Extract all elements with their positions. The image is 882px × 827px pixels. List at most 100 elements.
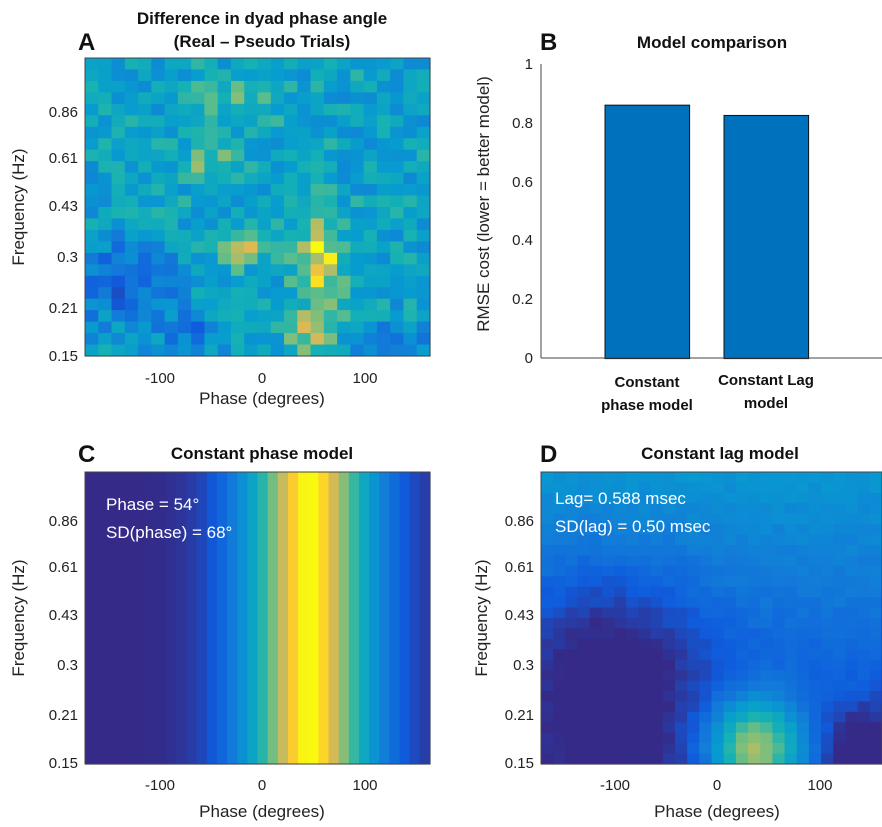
heatmap-cell xyxy=(589,649,603,661)
heatmap-cell xyxy=(310,69,325,82)
heatmap-cell xyxy=(869,628,882,640)
heatmap-cell xyxy=(217,218,232,231)
heatmap-cell xyxy=(796,524,810,536)
heatmap-cell xyxy=(270,252,285,265)
heatmap-cell xyxy=(390,69,405,82)
heatmap-cell xyxy=(151,92,166,105)
heatmap-cell xyxy=(626,670,640,682)
heatmap-cell xyxy=(204,333,219,346)
heatmap-cell xyxy=(98,275,113,288)
heatmap-cell xyxy=(323,310,338,323)
heatmap-cell xyxy=(553,701,566,713)
heatmap-cell xyxy=(177,241,192,254)
heatmap-cell xyxy=(204,275,219,288)
heatmap-cell xyxy=(284,310,298,323)
heatmap-cell xyxy=(650,607,664,619)
heatmap-cell xyxy=(217,126,232,139)
heatmap-cell xyxy=(760,607,773,619)
heatmap-cell xyxy=(565,711,579,723)
heatmap-cell xyxy=(784,680,798,692)
heatmap-cell xyxy=(337,218,351,231)
heatmap-cell xyxy=(284,115,298,128)
heatmap-cell xyxy=(553,607,566,619)
heatmap-cell xyxy=(674,482,688,494)
heatmap-cell xyxy=(337,252,351,265)
heatmap-cell xyxy=(403,80,418,93)
heatmap-cell xyxy=(796,472,810,484)
heatmap-cell xyxy=(310,58,325,71)
heatmap-cell xyxy=(614,586,627,598)
heatmap-cell xyxy=(577,680,591,692)
heatmap-cell xyxy=(124,287,139,300)
heatmap-cell xyxy=(699,545,713,557)
heatmap-cell xyxy=(772,670,786,682)
heatmap-cell xyxy=(310,218,325,231)
heatmap-cell xyxy=(287,472,299,765)
heatmap-cell xyxy=(230,138,245,151)
heatmap-cell xyxy=(270,80,285,93)
heatmap-cell xyxy=(390,252,405,265)
heatmap-cell xyxy=(284,207,298,220)
heatmap-cell xyxy=(869,732,882,744)
heatmap-cell xyxy=(760,753,773,765)
heatmap-cell xyxy=(735,586,749,598)
panel-letter-a: A xyxy=(78,29,95,56)
heatmap-cell xyxy=(257,207,272,220)
heatmap-cell xyxy=(284,92,298,105)
heatmap-cell xyxy=(323,287,338,300)
heatmap-cell xyxy=(390,115,405,128)
ytick-label: 0.6 xyxy=(512,174,533,191)
heatmap-cell xyxy=(186,472,198,765)
heatmap-cell xyxy=(833,753,847,765)
heatmap-cell xyxy=(638,503,652,515)
heatmap-cell xyxy=(626,618,640,630)
heatmap-cell xyxy=(760,534,773,546)
heatmap-cell xyxy=(244,344,259,357)
heatmap-cell xyxy=(589,732,603,744)
heatmap-cell xyxy=(111,149,126,162)
heatmap-cell xyxy=(687,555,700,567)
heatmap-cell xyxy=(138,149,152,162)
heatmap-cell xyxy=(869,691,882,703)
heatmap-cell xyxy=(796,503,810,515)
heatmap-cell xyxy=(257,275,272,288)
heatmap-cell xyxy=(772,753,786,765)
heatmap-cell xyxy=(124,264,139,277)
heatmap-cell xyxy=(662,576,676,588)
heatmap-cell xyxy=(772,732,786,744)
heatmap-cell xyxy=(857,670,871,682)
heatmap-cell xyxy=(270,298,285,311)
heatmap-cell xyxy=(674,576,688,588)
heatmap-cell xyxy=(772,503,786,515)
heatmap-cell xyxy=(601,492,615,504)
heatmap-cell xyxy=(308,472,319,765)
heatmap-cell xyxy=(687,472,700,484)
heatmap-cell xyxy=(662,524,676,536)
heatmap-cell xyxy=(857,618,871,630)
heatmap-cell xyxy=(376,69,391,82)
heatmap-cell xyxy=(821,534,834,546)
heatmap-cell xyxy=(821,524,834,536)
lag-sd-annotation: SD(lag) = 0.50 msec xyxy=(555,517,711,536)
heatmap-cell xyxy=(267,472,279,765)
heatmap-cell xyxy=(337,310,351,323)
heatmap-cell xyxy=(284,229,298,242)
heatmap-cell xyxy=(577,565,591,577)
heatmap-cell xyxy=(723,555,737,567)
heatmap-cell xyxy=(284,241,298,254)
heatmap-cell xyxy=(297,138,312,151)
heatmap-cell xyxy=(204,344,219,357)
heatmap-cell xyxy=(151,229,166,242)
heatmap-cell xyxy=(403,149,418,162)
heatmap-cell xyxy=(270,184,285,197)
heatmap-cell xyxy=(772,524,786,536)
heatmap-cell xyxy=(244,229,259,242)
heatmap-cell xyxy=(230,275,245,288)
heatmap-cell xyxy=(390,172,405,185)
heatmap-cell xyxy=(270,58,285,71)
heatmap-cell xyxy=(589,565,603,577)
heatmap-cell xyxy=(98,149,113,162)
heatmap-cell xyxy=(323,264,338,277)
heatmap-cell xyxy=(284,149,298,162)
heatmap-cell xyxy=(662,701,676,713)
